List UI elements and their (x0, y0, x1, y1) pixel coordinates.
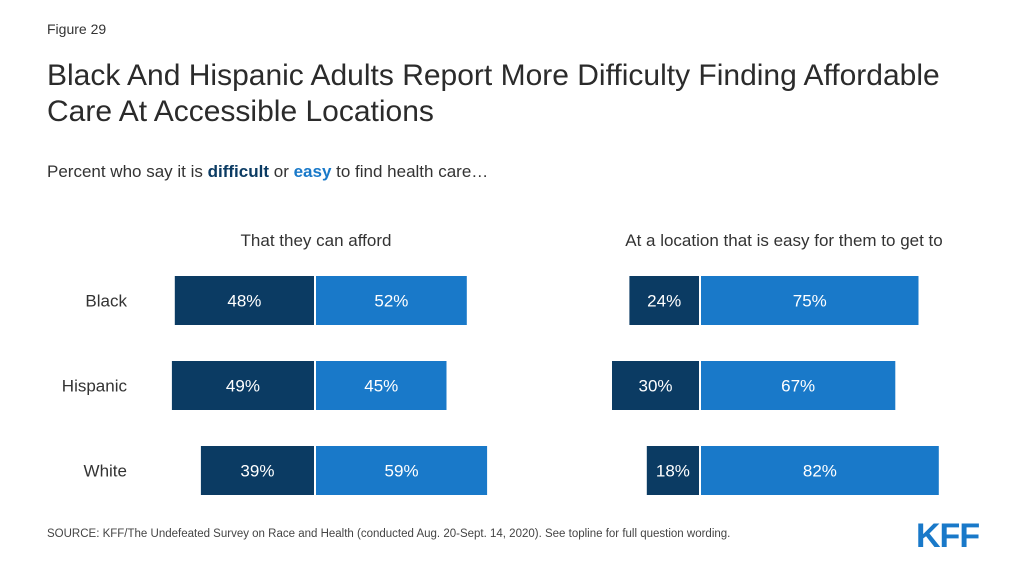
label-difficult-hispanic-2: 30% (638, 377, 672, 396)
label-easy-hispanic-1: 45% (364, 377, 398, 396)
label-difficult-black-1: 48% (227, 292, 261, 311)
subtitle-prefix: Percent who say it is (47, 162, 208, 181)
label-difficult-white-1: 39% (240, 462, 274, 481)
kff-logo: KFF (916, 518, 980, 550)
label-difficult-white-2: 18% (656, 462, 690, 481)
bar-easy-hispanic-2 (701, 361, 896, 410)
chart-subtitle: Percent who say it is difficult or easy … (47, 162, 488, 182)
bar-easy-hispanic-1 (316, 361, 447, 410)
label-easy-white-1: 59% (385, 462, 419, 481)
category-label-black: Black (85, 292, 127, 311)
source-note: SOURCE: KFF/The Undefeated Survey on Rac… (47, 528, 731, 540)
svg-text:KFF: KFF (916, 518, 979, 550)
bar-easy-white-2 (701, 446, 939, 495)
figure-label: Figure 29 (47, 21, 107, 37)
category-label-white: White (84, 462, 127, 481)
bar-difficult-black-1 (174, 276, 314, 325)
bar-difficult-hispanic-1 (171, 361, 314, 410)
bar-easy-black-1 (316, 276, 467, 325)
bar-easy-black-2 (701, 276, 919, 325)
subtitle-easy-keyword: easy (293, 162, 332, 181)
label-easy-black-2: 75% (793, 292, 827, 311)
bar-difficult-hispanic-2 (612, 361, 699, 410)
subtitle-difficult-keyword: difficult (207, 162, 270, 181)
panel-title-1: That they can afford (241, 231, 392, 250)
chart-title: Black And Hispanic Adults Report More Di… (47, 59, 940, 128)
subtitle-suffix: to find health care… (331, 162, 489, 181)
panel-title-2: At a location that is easy for them to g… (625, 231, 943, 250)
label-easy-white-2: 82% (803, 462, 837, 481)
label-easy-black-1: 52% (374, 292, 408, 311)
label-difficult-black-2: 24% (647, 292, 681, 311)
label-difficult-hispanic-1: 49% (226, 377, 260, 396)
category-label-hispanic: Hispanic (62, 377, 128, 396)
subtitle-middle: or (269, 162, 294, 181)
bar-easy-white-1 (316, 446, 488, 495)
bar-difficult-white-2 (646, 446, 699, 495)
label-easy-hispanic-2: 67% (781, 377, 815, 396)
bar-difficult-white-1 (200, 446, 314, 495)
bar-difficult-black-2 (629, 276, 699, 325)
